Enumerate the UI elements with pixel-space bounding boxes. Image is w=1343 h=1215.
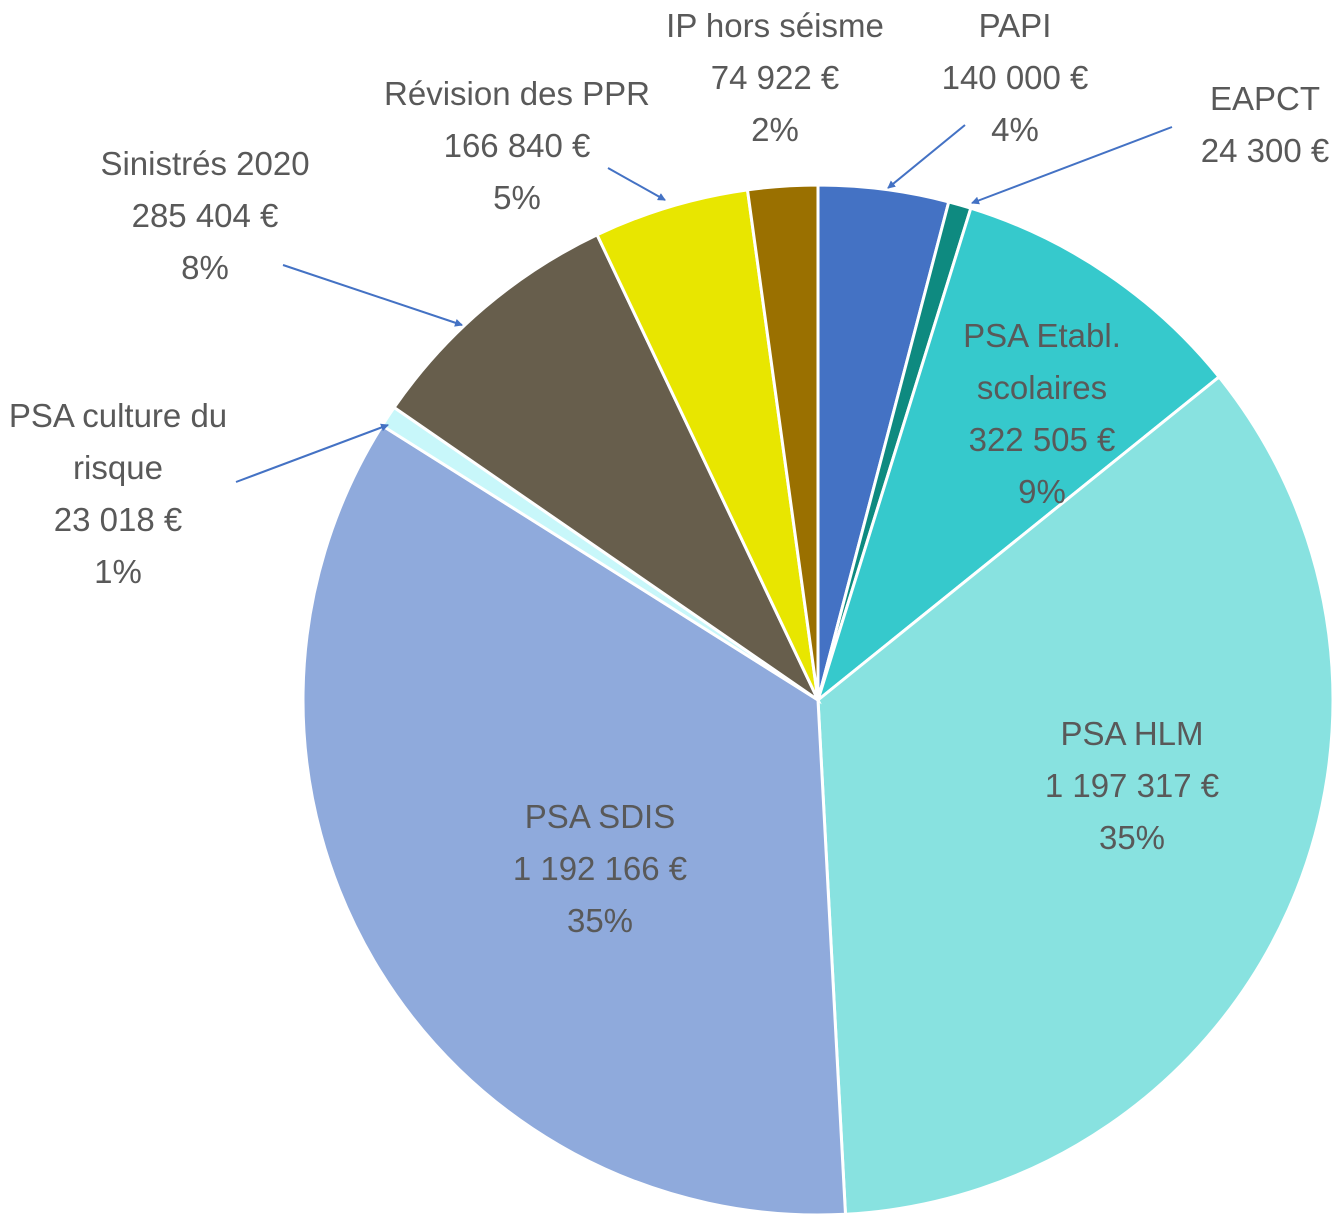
slice: [815, 206, 1222, 705]
value-label: 285 404 €: [131, 197, 279, 234]
value-label: 1 192 166 €: [512, 850, 688, 887]
value-label: 140 000 €: [941, 59, 1089, 96]
slice: [392, 232, 822, 705]
data-label: PSA SDIS 1 192 166 € 35%: [400, 791, 800, 947]
percent-label: 35%: [566, 902, 634, 939]
category-label: PSA Etabl. scolaires: [963, 317, 1121, 406]
slice: [595, 188, 820, 701]
value-label: 322 505 €: [968, 421, 1116, 458]
data-label: EAPCT 24 300 €: [1065, 73, 1343, 177]
slice: [301, 423, 848, 1215]
category-label: PSA HLM: [1060, 715, 1204, 752]
value-label: 1 197 317 €: [1044, 767, 1220, 804]
category-label: Révision des PPR: [384, 75, 650, 112]
category-label: Sinistrés 2020: [100, 145, 310, 182]
percent-label: 4%: [991, 111, 1039, 148]
percent-label: 35%: [1098, 819, 1166, 856]
slices: [301, 183, 1335, 1215]
data-label: PSA culture du risque 23 018 € 1%: [3, 390, 233, 598]
percent-label: 2%: [751, 111, 799, 148]
leader-line: [971, 126, 1173, 205]
category-label: PSA SDIS: [524, 798, 676, 835]
percent-label: 5%: [493, 179, 541, 216]
value-label: 166 840 €: [443, 127, 591, 164]
data-label: PAPI 140 000 € 4%: [815, 0, 1215, 156]
category-label: EAPCT: [1209, 80, 1321, 117]
category-label: PSA culture du risque: [8, 397, 228, 486]
percent-label: 9%: [1018, 473, 1066, 510]
leader-lines: [235, 124, 1173, 483]
leader-line: [282, 264, 463, 327]
percent-label: 1%: [94, 553, 142, 590]
category-label: PAPI: [978, 7, 1052, 44]
value-label: 24 300 €: [1200, 132, 1330, 169]
value-label: 74 922 €: [710, 59, 840, 96]
slice: [745, 183, 820, 701]
data-label: Révision des PPR 166 840 € 5%: [317, 68, 717, 224]
data-label: IP hors séisme 74 922 € 2%: [575, 0, 975, 156]
data-label: Sinistrés 2020 285 404 € 8%: [5, 138, 405, 294]
leader-line: [607, 167, 666, 201]
leader-line: [887, 124, 966, 189]
data-label: PSA HLM 1 197 317 € 35%: [932, 708, 1332, 864]
category-label: IP hors séisme: [666, 7, 884, 44]
leader-line: [235, 423, 389, 483]
slice: [816, 374, 1335, 1215]
data-label: PSA Etabl. scolaires 322 505 € 9%: [937, 310, 1147, 518]
value-label: 23 018 €: [53, 501, 183, 538]
percent-label: 8%: [181, 249, 229, 286]
